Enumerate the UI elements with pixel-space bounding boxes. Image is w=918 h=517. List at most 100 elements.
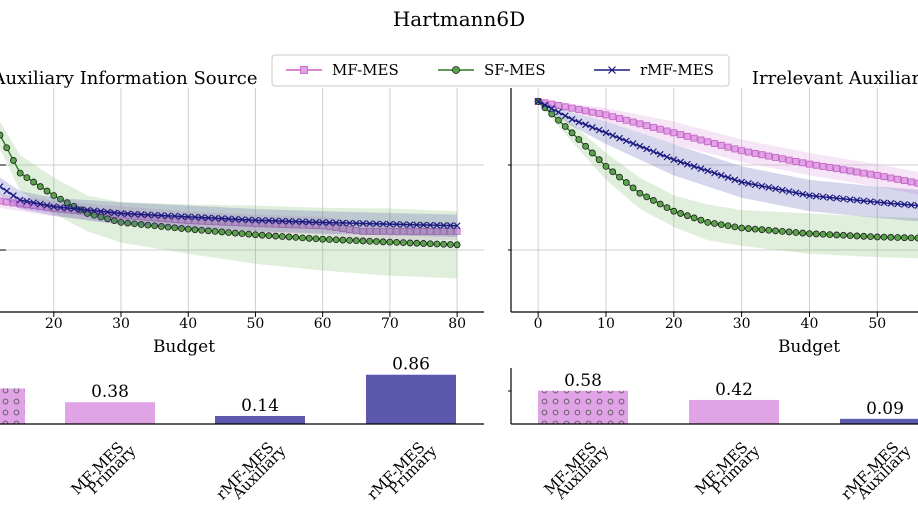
marker-rmf-mes bbox=[292, 218, 300, 225]
marker-sf-mes bbox=[622, 179, 630, 186]
marker-mf-mes bbox=[0, 197, 4, 205]
marker-sf-mes bbox=[43, 187, 51, 195]
x-tick-label: 50 bbox=[247, 316, 265, 332]
marker-rmf-mes bbox=[305, 218, 313, 226]
marker-rmf-mes bbox=[30, 199, 38, 207]
marker-sf-mes bbox=[799, 229, 807, 237]
marker-mf-mes bbox=[568, 104, 576, 112]
marker-sf-mes bbox=[650, 197, 657, 204]
marker-rmf-mes bbox=[616, 134, 623, 142]
marker-mf-mes bbox=[393, 227, 401, 235]
marker-sf-mes bbox=[446, 241, 454, 248]
marker-sf-mes bbox=[399, 239, 407, 247]
marker-sf-mes bbox=[406, 239, 414, 247]
marker-rmf-mes bbox=[352, 219, 360, 227]
marker-rmf-mes bbox=[57, 203, 64, 211]
marker-mf-mes bbox=[867, 170, 874, 178]
figure-title: Hartmann6D bbox=[393, 7, 525, 31]
marker-sf-mes bbox=[860, 232, 868, 240]
marker-mf-mes bbox=[420, 227, 427, 235]
marker-mf-mes bbox=[738, 147, 746, 155]
x-tick-label: 40 bbox=[179, 316, 197, 332]
marker-rmf-mes bbox=[724, 174, 732, 182]
marker-rmf-mes bbox=[880, 199, 888, 207]
marker-rmf-mes bbox=[225, 215, 232, 223]
marker-sf-mes bbox=[124, 219, 132, 227]
marker-rmf-mes bbox=[433, 221, 441, 229]
marker-mf-mes bbox=[643, 122, 651, 130]
marker-sf-mes bbox=[97, 213, 105, 221]
marker-sf-mes bbox=[352, 237, 360, 245]
marker-sf-mes bbox=[656, 200, 664, 208]
marker-sf-mes bbox=[117, 218, 125, 226]
x-tick-label: 0 bbox=[534, 316, 543, 332]
bar bbox=[689, 399, 779, 424]
marker-mf-mes bbox=[873, 171, 881, 179]
bar-value-label: 0.14 bbox=[241, 396, 279, 416]
marker-mf-mes bbox=[9, 199, 17, 207]
marker-sf-mes bbox=[609, 168, 617, 176]
marker-mf-mes bbox=[656, 125, 664, 133]
marker-rmf-mes bbox=[43, 201, 51, 209]
marker-sf-mes bbox=[677, 210, 684, 217]
marker-sf-mes bbox=[731, 223, 739, 231]
marker-rmf-mes bbox=[697, 165, 705, 173]
line-panel-left: 20 30 40 50 60 70 80 Auxiliary Information Sou… bbox=[0, 68, 484, 357]
marker-rmf-mes bbox=[751, 181, 759, 189]
marker-sf-mes bbox=[218, 228, 226, 236]
marker-rmf-mes bbox=[656, 150, 664, 158]
marker-rmf-mes bbox=[184, 213, 192, 221]
x-tick-label: 80 bbox=[448, 316, 466, 332]
marker-sf-mes bbox=[339, 236, 347, 244]
marker-sf-mes bbox=[440, 240, 448, 248]
legend-marker-rmf-mes bbox=[608, 66, 616, 74]
marker-rmf-mes bbox=[765, 184, 773, 191]
marker-mf-mes bbox=[339, 225, 347, 233]
marker-mf-mes bbox=[663, 127, 671, 135]
marker-mf-mes bbox=[839, 166, 847, 174]
marker-rmf-mes bbox=[299, 218, 306, 226]
marker-mf-mes bbox=[379, 227, 387, 235]
marker-sf-mes bbox=[104, 215, 111, 223]
marker-sf-mes bbox=[867, 233, 874, 241]
marker-rmf-mes bbox=[602, 129, 610, 137]
marker-mf-mes bbox=[63, 206, 71, 214]
legend-label: rMF-MES bbox=[640, 61, 714, 79]
marker-sf-mes bbox=[0, 131, 4, 139]
marker-rmf-mes bbox=[144, 211, 152, 219]
marker-mf-mes bbox=[548, 100, 556, 108]
marker-rmf-mes bbox=[636, 142, 644, 150]
marker-sf-mes bbox=[751, 225, 759, 233]
line-panel-right: 0 10 20 30 40 50 Irrelevant Auxiliar Budget bbox=[508, 68, 918, 357]
marker-sf-mes bbox=[413, 239, 421, 247]
marker-rmf-mes bbox=[332, 219, 340, 227]
marker-rmf-mes bbox=[97, 207, 105, 215]
marker-sf-mes bbox=[305, 234, 313, 242]
marker-rmf-mes bbox=[541, 101, 549, 109]
marker-rmf-mes bbox=[731, 176, 739, 184]
marker-mf-mes bbox=[778, 155, 786, 163]
marker-sf-mes bbox=[717, 221, 725, 229]
marker-sf-mes bbox=[157, 223, 165, 230]
marker-rmf-mes bbox=[568, 115, 576, 123]
bar bbox=[215, 415, 305, 424]
bar bbox=[65, 402, 155, 424]
marker-sf-mes bbox=[670, 207, 678, 215]
marker-sf-mes bbox=[575, 136, 583, 143]
marker-mf-mes bbox=[446, 227, 454, 235]
marker-rmf-mes bbox=[420, 221, 427, 229]
marker-sf-mes bbox=[873, 233, 881, 241]
marker-mf-mes bbox=[325, 223, 333, 231]
marker-sf-mes bbox=[198, 226, 206, 234]
marker-rmf-mes bbox=[110, 209, 118, 217]
marker-mf-mes bbox=[124, 212, 132, 220]
marker-sf-mes bbox=[453, 241, 461, 249]
marker-mf-mes bbox=[792, 158, 800, 165]
marker-mf-mes bbox=[846, 167, 854, 175]
panel-title-left: Auxiliary Information Source bbox=[0, 68, 258, 89]
marker-rmf-mes bbox=[806, 192, 813, 199]
marker-mf-mes bbox=[799, 159, 807, 167]
